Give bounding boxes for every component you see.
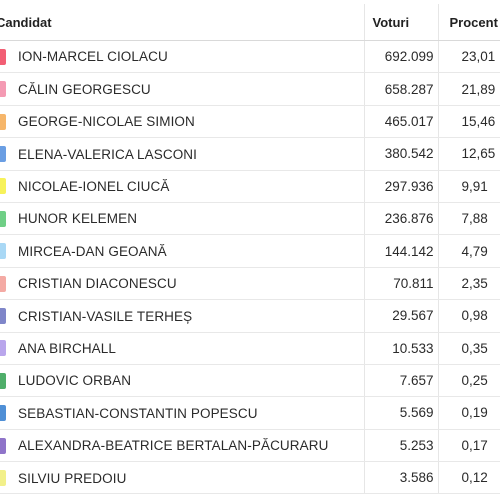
- candidate-name: CRISTIAN DIACONESCU: [18, 276, 177, 292]
- color-swatch-icon: [0, 308, 6, 325]
- percent-cell: 15,46: [437, 105, 500, 139]
- percent-cell: 21,89: [437, 72, 500, 106]
- votes-cell: 29.567: [363, 299, 438, 333]
- votes-cell: 380.542: [363, 137, 438, 171]
- votes-cell: 236.876: [363, 202, 438, 236]
- color-swatch-icon: [0, 437, 6, 454]
- percent-cell: 9,91: [437, 170, 500, 203]
- candidate-name: NICOLAE-IONEL CIUCĂ: [18, 178, 170, 194]
- candidate-cell: SILVIU PREDOIU: [0, 461, 364, 495]
- percent-cell: 2,35: [437, 267, 500, 301]
- table-row[interactable]: ALEXANDRA-BEATRICE BERTALAN-PĂCURARU 5.25…: [0, 429, 500, 463]
- candidate-name: CĂLIN GEORGESCU: [18, 81, 151, 97]
- candidate-cell: SEBASTIAN-CONSTANTIN POPESCU: [0, 396, 364, 430]
- candidate-name: MIRCEA-DAN GEOANĂ: [18, 243, 167, 259]
- candidate-cell: MIRCEA-DAN GEOANĂ: [0, 234, 364, 268]
- candidate-name: ELENA-VALERICA LASCONI: [18, 146, 198, 162]
- candidate-cell: HUNOR KELEMEN: [0, 202, 364, 236]
- color-swatch-icon: [0, 81, 6, 98]
- color-swatch-icon: [0, 372, 6, 389]
- table-row[interactable]: CRISTIAN DIACONESCU 70.811 2,35: [0, 267, 500, 301]
- results-table: Candidat Voturi Procent ION-MARCEL CIOLA…: [0, 4, 500, 495]
- percent-cell: 4,79: [437, 234, 500, 268]
- percent-cell: 0,19: [437, 396, 500, 430]
- results-table-body: ION-MARCEL CIOLACU 692.099 23,01 CĂLIN GEOR…: [0, 40, 500, 495]
- table-row[interactable]: MIRCEA-DAN GEOANĂ 144.142 4,79: [0, 234, 500, 268]
- color-swatch-icon: [0, 340, 6, 357]
- candidate-name: SEBASTIAN-CONSTANTIN POPESCU: [18, 405, 258, 421]
- percent-cell: 7,88: [437, 202, 500, 236]
- candidate-cell: LUDOVIC ORBAN: [0, 364, 364, 398]
- percent-cell: 0,17: [437, 429, 500, 463]
- column-header-candidate[interactable]: Candidat: [0, 4, 364, 41]
- percent-cell: 0,35: [437, 332, 500, 365]
- table-row[interactable]: HUNOR KELEMEN 236.876 7,88: [0, 202, 500, 236]
- candidate-cell: ELENA-VALERICA LASCONI: [0, 137, 364, 171]
- candidate-cell: CĂLIN GEORGESCU: [0, 72, 364, 106]
- percent-cell: 23,01: [437, 40, 500, 74]
- candidate-name: CRISTIAN-VASILE TERHEȘ: [18, 308, 193, 324]
- color-swatch-icon: [0, 48, 6, 65]
- table-row[interactable]: LUDOVIC ORBAN 7.657 0,25: [0, 364, 500, 398]
- candidate-cell: ION-MARCEL CIOLACU: [0, 40, 364, 74]
- color-swatch-icon: [0, 178, 6, 195]
- color-swatch-icon: [0, 243, 6, 260]
- table-row[interactable]: ANA BIRCHALL 10.533 0,35: [0, 332, 500, 365]
- votes-cell: 144.142: [363, 234, 438, 268]
- votes-cell: 7.657: [363, 364, 438, 398]
- votes-cell: 5.569: [363, 396, 438, 430]
- candidate-name: GEORGE-NICOLAE SIMION: [18, 114, 195, 130]
- candidate-name: HUNOR KELEMEN: [18, 211, 138, 227]
- color-swatch-icon: [0, 210, 6, 227]
- percent-cell: 0,12: [437, 461, 500, 495]
- percent-cell: 12,65: [437, 137, 500, 171]
- votes-cell: 465.017: [363, 105, 438, 139]
- votes-cell: 5.253: [363, 429, 438, 463]
- candidate-name: ANA BIRCHALL: [18, 340, 116, 356]
- candidate-cell: GEORGE-NICOLAE SIMION: [0, 105, 364, 139]
- color-swatch-icon: [0, 275, 6, 292]
- candidate-name: ALEXANDRA-BEATRICE BERTALAN-PĂCURARU: [18, 438, 329, 454]
- candidate-cell: CRISTIAN DIACONESCU: [0, 267, 364, 301]
- candidate-cell: ALEXANDRA-BEATRICE BERTALAN-PĂCURARU: [0, 429, 364, 463]
- table-row[interactable]: GEORGE-NICOLAE SIMION 465.017 15,46: [0, 105, 500, 139]
- candidate-name: SILVIU PREDOIU: [18, 470, 127, 486]
- table-row[interactable]: NICOLAE-IONEL CIUCĂ 297.936 9,91: [0, 170, 500, 203]
- votes-cell: 10.533: [363, 332, 438, 365]
- table-row[interactable]: SILVIU PREDOIU 3.586 0,12: [0, 461, 500, 495]
- column-header-votes[interactable]: Voturi: [363, 4, 438, 41]
- table-row[interactable]: ION-MARCEL CIOLACU 692.099 23,01: [0, 40, 500, 74]
- table-row[interactable]: SEBASTIAN-CONSTANTIN POPESCU 5.569 0,19: [0, 396, 500, 430]
- votes-cell: 297.936: [363, 170, 438, 203]
- percent-cell: 0,98: [437, 299, 500, 333]
- column-header-percent[interactable]: Procent: [437, 4, 500, 41]
- candidate-cell: CRISTIAN-VASILE TERHEȘ: [0, 299, 364, 333]
- votes-cell: 3.586: [363, 461, 438, 495]
- percent-cell: 0,25: [437, 364, 500, 398]
- color-swatch-icon: [0, 405, 6, 422]
- table-row[interactable]: CRISTIAN-VASILE TERHEȘ 29.567 0,98: [0, 299, 500, 333]
- color-swatch-icon: [0, 113, 6, 130]
- table-row[interactable]: CĂLIN GEORGESCU 658.287 21,89: [0, 72, 500, 106]
- candidate-name: LUDOVIC ORBAN: [18, 373, 132, 389]
- table-row[interactable]: ELENA-VALERICA LASCONI 380.542 12,65: [0, 137, 500, 171]
- color-swatch-icon: [0, 146, 6, 163]
- votes-cell: 70.811: [363, 267, 438, 301]
- candidate-cell: NICOLAE-IONEL CIUCĂ: [0, 170, 364, 203]
- color-swatch-icon: [0, 469, 6, 486]
- candidate-name: ION-MARCEL CIOLACU: [18, 49, 168, 65]
- votes-cell: 658.287: [363, 72, 438, 106]
- table-header-row: Candidat Voturi Procent: [0, 4, 500, 41]
- votes-cell: 692.099: [363, 40, 438, 74]
- candidate-cell: ANA BIRCHALL: [0, 332, 364, 365]
